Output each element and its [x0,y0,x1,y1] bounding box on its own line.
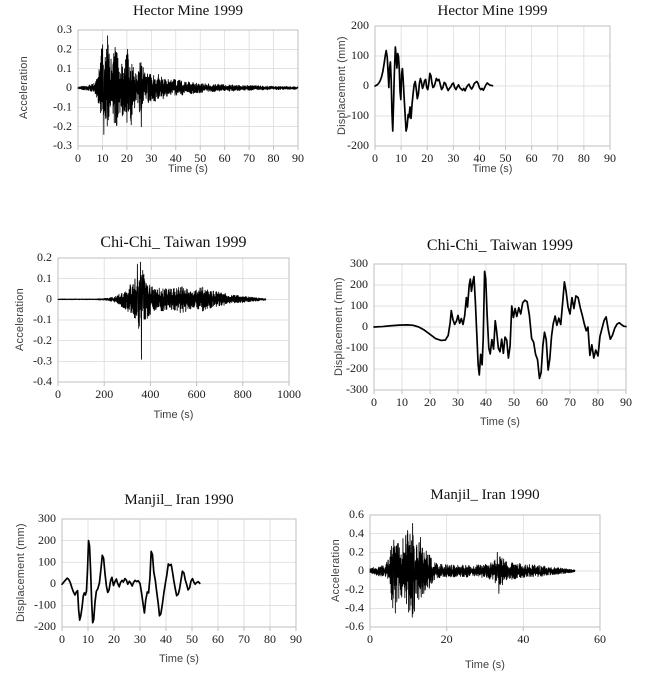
x-axis-label: Time (s) [472,163,513,175]
plot-area [334,258,640,416]
chart-hector-mine-displacement: Hector Mine 1999 Displacement (mm) Time … [330,0,644,196]
chart-title: Manjil_ Iran 1990 [124,492,234,508]
chart-chichi-taiwan-acceleration: Chi-Chi_ Taiwan 1999 Acceleration Time (… [6,228,320,440]
chart-title: Chi-Chi_ Taiwan 1999 [100,234,247,251]
x-axis-label: Time (s) [159,653,199,665]
x-axis-label: Time (s) [480,416,520,428]
chart-title: Hector Mine 1999 [133,3,243,19]
chart-title: Chi-Chi_ Taiwan 1999 [426,237,574,254]
plot-area [16,513,304,653]
plot-area [336,20,622,172]
x-axis-label: Time (s) [153,409,194,421]
plot-area [26,20,314,172]
plot-area [18,252,308,410]
x-axis-label: Time (s) [465,659,505,671]
x-axis-label: Time (s) [168,163,208,175]
chart-hector-mine-acceleration: Hector Mine 1999 Acceleration Time (s) [6,0,320,196]
chart-chichi-taiwan-displacement: Chi-Chi_ Taiwan 1999 Displacement (mm) T… [330,232,644,436]
chart-title: Manjil_ Iran 1990 [430,487,540,503]
chart-title: Hector Mine 1999 [437,3,548,19]
chart-manjil-iran-displacement: Manjil_ Iran 1990 Displacement (mm) Time… [6,465,320,680]
plot-area [330,509,606,655]
chart-manjil-iran-acceleration: Manjil_ Iran 1990 Acceleration Time (s) [330,465,640,680]
